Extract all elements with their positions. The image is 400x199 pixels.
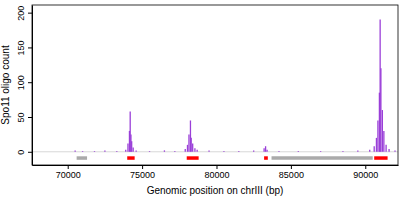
spike [223,150,224,152]
spike [385,145,386,152]
spike [116,150,117,152]
interval [77,156,87,160]
y-tick: 150 [16,40,32,55]
spike [125,150,126,152]
spike [164,150,165,151]
spike [174,150,175,152]
spike [187,145,188,152]
spike [238,150,239,152]
x-tick-mark [291,165,292,169]
spike [196,150,197,152]
x-tick-label: 75000 [130,170,155,180]
x-tick-label: 80000 [204,170,229,180]
spike [82,150,83,152]
y-tick: 0 [16,150,32,155]
x-tick-label: 90000 [353,170,378,180]
y-tick-label: 0 [16,150,26,155]
spikes [75,20,395,152]
spike [263,148,264,151]
y-tick-label: 100 [16,75,26,90]
y-tick-mark [28,13,32,14]
x-tick-mark [216,165,217,169]
y-tick-mark [28,152,32,153]
spike [104,150,105,151]
x-tick: 90000 [353,165,378,180]
interval [127,156,134,160]
spike [320,150,321,152]
y-tick-label: 150 [16,40,26,55]
spike [278,150,279,152]
x-axis-line [33,165,399,166]
x-axis: 70000 75000 80000 85000 90000 [33,165,399,180]
chart: 70000 75000 80000 85000 90000 0 50 100 150 200 Gen… [0,0,400,199]
spike [94,150,95,152]
y-axis: 0 50 100 150 200 [16,6,33,166]
spike [191,138,192,152]
baseline [32,151,398,152]
x-axis-title: Genomic position on chrIII (bp) [147,185,284,196]
plot-frame [32,5,398,165]
interval [187,156,199,160]
spike [298,150,299,152]
spike [266,150,267,152]
spike [194,148,195,151]
x-tick-label: 70000 [56,170,81,180]
plot-area [32,20,398,158]
y-tick-mark [28,47,32,48]
interval [374,156,387,160]
spike [374,146,375,152]
y-tick-mark [28,117,32,118]
spike [357,150,358,151]
y-tick: 100 [16,75,32,90]
y-tick: 50 [16,112,32,122]
y-axis-title: Spo11 oligo count [0,45,11,125]
spike [133,148,134,152]
spike [130,134,131,151]
interval [264,156,268,160]
spike [342,150,343,152]
spike [253,150,254,151]
spike [376,138,377,152]
x-tick-mark [365,165,366,169]
y-tick-label: 200 [16,6,26,21]
y-tick: 200 [16,6,32,21]
spike [131,141,132,151]
spike [192,143,193,151]
x-tick: 75000 [130,165,155,180]
spike [127,143,128,151]
intervals [77,158,373,159]
spike [208,150,209,151]
spike [382,110,383,152]
x-tick-mark [142,165,143,169]
spike [377,120,378,151]
spike [379,20,380,152]
x-tick-mark [68,165,69,169]
x-tick: 70000 [56,165,81,180]
spike [394,150,395,151]
x-tick-label: 85000 [279,170,304,180]
spike [130,111,131,151]
spike [135,150,136,151]
spike [265,146,266,152]
y-tick-mark [28,82,32,83]
spike [190,120,191,151]
interval [272,156,373,160]
spike [188,134,189,151]
y-tick-label: 50 [16,112,26,122]
spike [380,68,381,151]
spike [149,150,150,152]
spike [388,149,389,152]
intervals [127,158,387,159]
x-tick: 85000 [279,165,304,180]
x-tick: 80000 [204,165,229,180]
spike [185,149,186,152]
spike [369,150,370,152]
spike [383,131,384,152]
spike [74,150,75,151]
y-axis-line [32,6,33,166]
